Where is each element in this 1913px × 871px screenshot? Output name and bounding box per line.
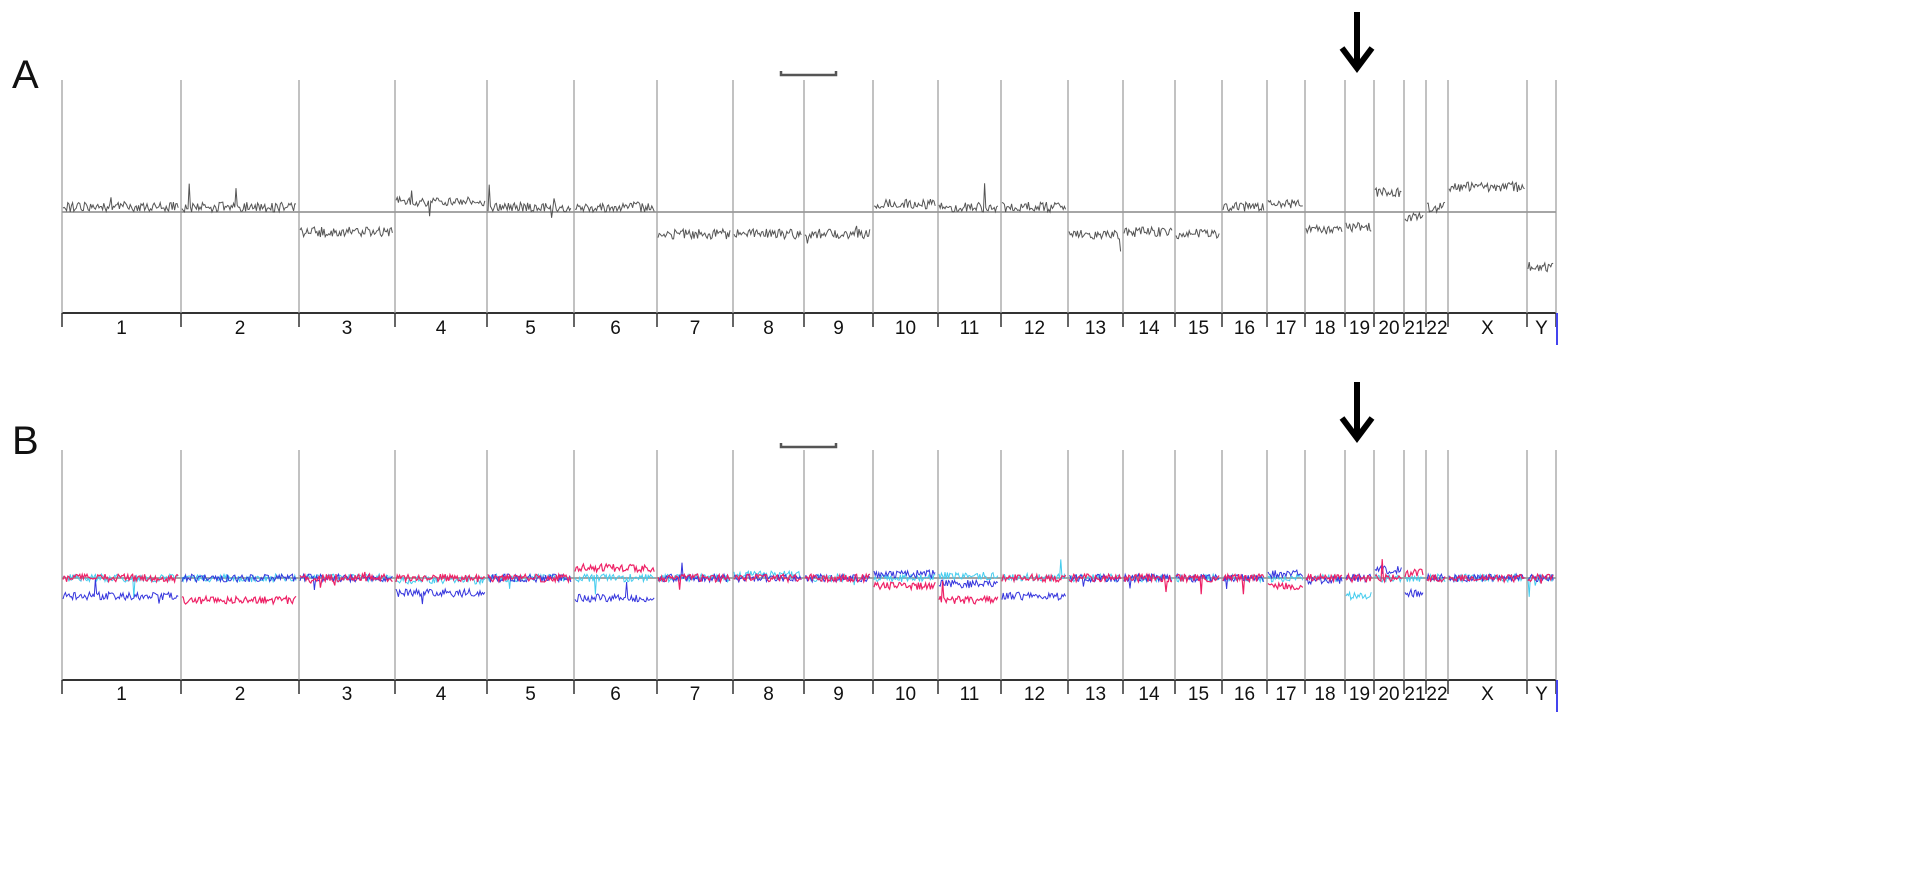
- chromosome-label: Y: [1535, 684, 1548, 705]
- chromosome-label: 16: [1234, 684, 1255, 705]
- chromosome-label: 1: [116, 684, 127, 705]
- chromosome-label: 4: [436, 684, 447, 705]
- chromosome-label: 2: [235, 684, 246, 705]
- chromosome-label: 6: [610, 318, 621, 339]
- chromosome-label: 22: [1426, 318, 1447, 339]
- chromosome-label: 21: [1404, 318, 1425, 339]
- chromosome-label: 19: [1349, 318, 1370, 339]
- chromosome-label: 3: [342, 684, 353, 705]
- chromosome-label: 9: [833, 318, 844, 339]
- chromosome-label: 17: [1275, 318, 1296, 339]
- chromosome-label: 19: [1349, 684, 1370, 705]
- chromosome-label: 11: [960, 684, 980, 705]
- chromosome-label: 5: [525, 318, 536, 339]
- chromosome-label: 10: [895, 684, 916, 705]
- chromosome-label: 6: [610, 684, 621, 705]
- chromosome-label: 13: [1085, 318, 1106, 339]
- chromosome-label: 17: [1275, 684, 1296, 705]
- chromosome-label: 10: [895, 318, 916, 339]
- chromosome-label: 11: [960, 318, 980, 339]
- chromosome-label: 15: [1188, 318, 1209, 339]
- chromosome-label: Y: [1535, 318, 1548, 339]
- chromosome-label: 14: [1138, 318, 1160, 339]
- chromosome-label: 20: [1378, 684, 1399, 705]
- chromosome-label: 12: [1024, 318, 1045, 339]
- chromosome-label: 2: [235, 318, 246, 339]
- chromosome-label: 18: [1314, 684, 1335, 705]
- chromosome-label: 14: [1138, 684, 1160, 705]
- chromosome-label: 12: [1024, 684, 1045, 705]
- trace: [62, 559, 1554, 606]
- chromosome-label: 20: [1378, 318, 1399, 339]
- trace: [62, 180, 1554, 273]
- chromosome-label: 21: [1404, 684, 1425, 705]
- chromosome-label: 22: [1426, 684, 1447, 705]
- arrow: [1339, 12, 1375, 443]
- chromosome-label: 8: [763, 318, 774, 339]
- chromosome-label: 18: [1314, 318, 1335, 339]
- chromosome-label: 7: [690, 684, 701, 705]
- chromosome-label: 7: [690, 318, 701, 339]
- chromosome-label: X: [1481, 684, 1494, 705]
- bracket: [779, 71, 838, 449]
- chromosome-label: 15: [1188, 684, 1209, 705]
- chromosome-label: 16: [1234, 318, 1255, 339]
- chromosome-label: 3: [342, 318, 353, 339]
- chromosome-label: 1: [116, 318, 127, 339]
- chromosome-label: 13: [1085, 684, 1106, 705]
- chromosome-label: X: [1481, 318, 1494, 339]
- panel-label: B: [12, 419, 39, 463]
- chromosome-label: 5: [525, 684, 536, 705]
- panel-label: A: [12, 53, 39, 97]
- chromosome-label: 4: [436, 318, 447, 339]
- chromosome-label: 8: [763, 684, 774, 705]
- chromosome-label: 9: [833, 684, 844, 705]
